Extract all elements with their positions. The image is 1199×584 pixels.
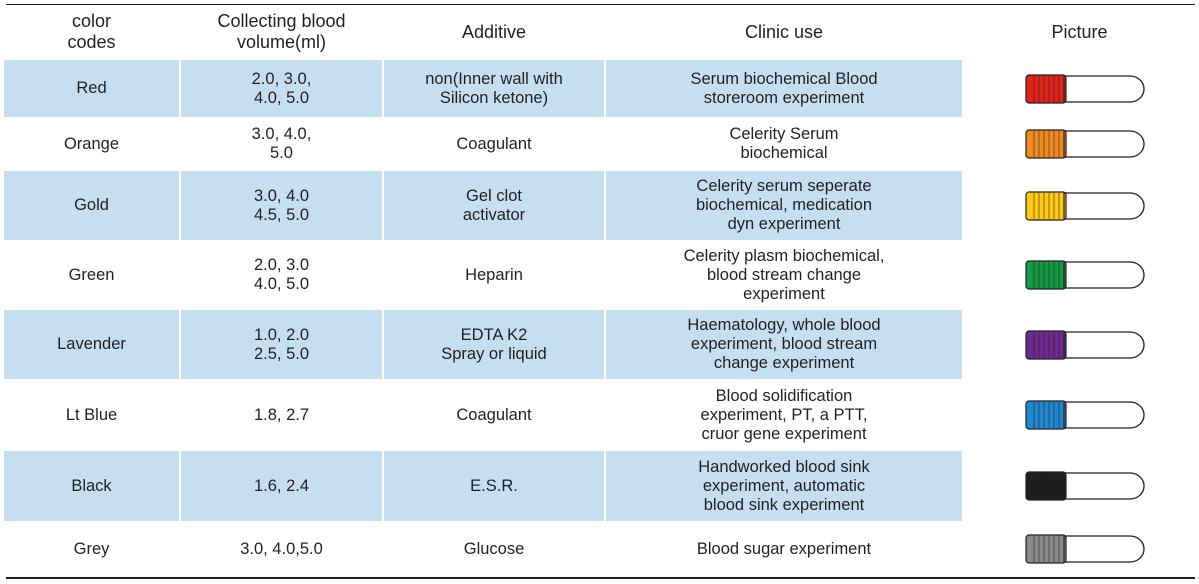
- cell-additive: Coagulant: [456, 134, 532, 153]
- cell-additive: Heparin: [465, 265, 523, 284]
- cell-clinic-use: Blood sugar experiment: [696, 539, 872, 558]
- blood-tube-icon: [1025, 329, 1145, 360]
- cell-picture: [964, 381, 1195, 449]
- cell-picture: [964, 242, 1195, 308]
- cell-volume: 1.0, 2.0 2.5, 5.0: [181, 310, 382, 379]
- blood-tube-icon: [1025, 129, 1145, 159]
- blood-tube-icon: [1025, 400, 1145, 430]
- cell-additive: Gel clot activator: [384, 171, 604, 240]
- cell-clinic-use: Serum biochemical Blood storeroom experi…: [606, 60, 962, 117]
- cell-picture: [964, 523, 1195, 575]
- table-top-rule: [6, 4, 1195, 5]
- cell-clinic-use: Haematology, whole blood experiment, blo…: [606, 310, 962, 379]
- cell-color-code: Orange: [63, 134, 120, 153]
- header-volume: Collecting blood volume(ml): [217, 11, 346, 52]
- cell-volume: 1.8, 2.7: [253, 405, 310, 424]
- cell-additive: EDTA K2 Spray or liquid: [384, 310, 604, 379]
- cell-additive: Glucose: [463, 539, 525, 558]
- header-color-codes: color codes: [67, 11, 116, 52]
- cell-volume: 2.0, 3.0, 4.0, 5.0: [181, 60, 382, 117]
- table-header: color codes Collecting blood volume(ml) …: [2, 6, 1197, 58]
- cell-color-code: Gold: [4, 171, 179, 240]
- cell-clinic-use: Blood solidification experiment, PT, a P…: [700, 386, 868, 443]
- cell-picture: [964, 171, 1195, 240]
- table-row: Black 1.6, 2.4 E.S.R. Handworked blood sink…: [2, 451, 1197, 521]
- cell-clinic-use: Celerity serum seperate biochemical, med…: [606, 171, 962, 240]
- cell-volume: 3.0, 4.0, 5.0: [251, 125, 312, 162]
- blood-tube-icon: [1025, 73, 1145, 104]
- cell-clinic-use: Handworked blood sink experiment, automa…: [606, 451, 962, 521]
- table-row: Orange 3.0, 4.0, 5.0 Coagulant Celerity Ser…: [2, 119, 1197, 169]
- cell-color-code: Red: [4, 60, 179, 117]
- cell-color-code: Lavender: [4, 310, 179, 379]
- cell-color-code: Green: [68, 265, 115, 284]
- table-row: Green 2.0, 3.0 4.0, 5.0 Heparin Celerity pl…: [2, 242, 1197, 308]
- cell-volume: 1.6, 2.4: [181, 451, 382, 521]
- cell-picture: [964, 60, 1195, 117]
- blood-tube-icon: [1025, 190, 1145, 221]
- cell-additive: non(Inner wall with Silicon ketone): [384, 60, 604, 117]
- table-bottom-rule: [6, 577, 1195, 579]
- cell-clinic-use: Celerity plasm biochemical, blood stream…: [683, 246, 885, 303]
- cell-color-code: Grey: [73, 539, 110, 558]
- cell-picture: [964, 451, 1195, 521]
- cell-volume: 2.0, 3.0 4.0, 5.0: [253, 256, 310, 293]
- table-row: Grey 3.0, 4.0,5.0 Glucose Blood sugar exper…: [2, 523, 1197, 575]
- table-row: Red 2.0, 3.0, 4.0, 5.0 non(Inner wall with…: [2, 60, 1197, 117]
- cell-volume: 3.0, 4.0 4.5, 5.0: [181, 171, 382, 240]
- cell-color-code: Black: [4, 451, 179, 521]
- cell-clinic-use: Celerity Serum biochemical: [729, 125, 839, 162]
- header-picture: Picture: [1051, 21, 1108, 42]
- table-row: Lt Blue 1.8, 2.7 Coagulant Blood solidifica…: [2, 381, 1197, 449]
- blood-tube-icon: [1025, 260, 1145, 290]
- cell-picture: [964, 119, 1195, 169]
- blood-tube-icon: [1025, 471, 1145, 501]
- cell-additive: Coagulant: [456, 405, 532, 424]
- header-clinic-use: Clinic use: [744, 21, 824, 42]
- cell-picture: [964, 310, 1195, 379]
- table-row: Lavender 1.0, 2.0 2.5, 5.0 EDTA K2 Spray o…: [2, 310, 1197, 379]
- cell-volume: 3.0, 4.0,5.0: [240, 539, 323, 558]
- table-row: Gold 3.0, 4.0 4.5, 5.0 Gel clot activator C…: [2, 171, 1197, 240]
- cell-additive: E.S.R.: [384, 451, 604, 521]
- header-additive: Additive: [461, 21, 527, 42]
- cell-color-code: Lt Blue: [65, 405, 118, 424]
- blood-tube-icon: [1025, 534, 1145, 564]
